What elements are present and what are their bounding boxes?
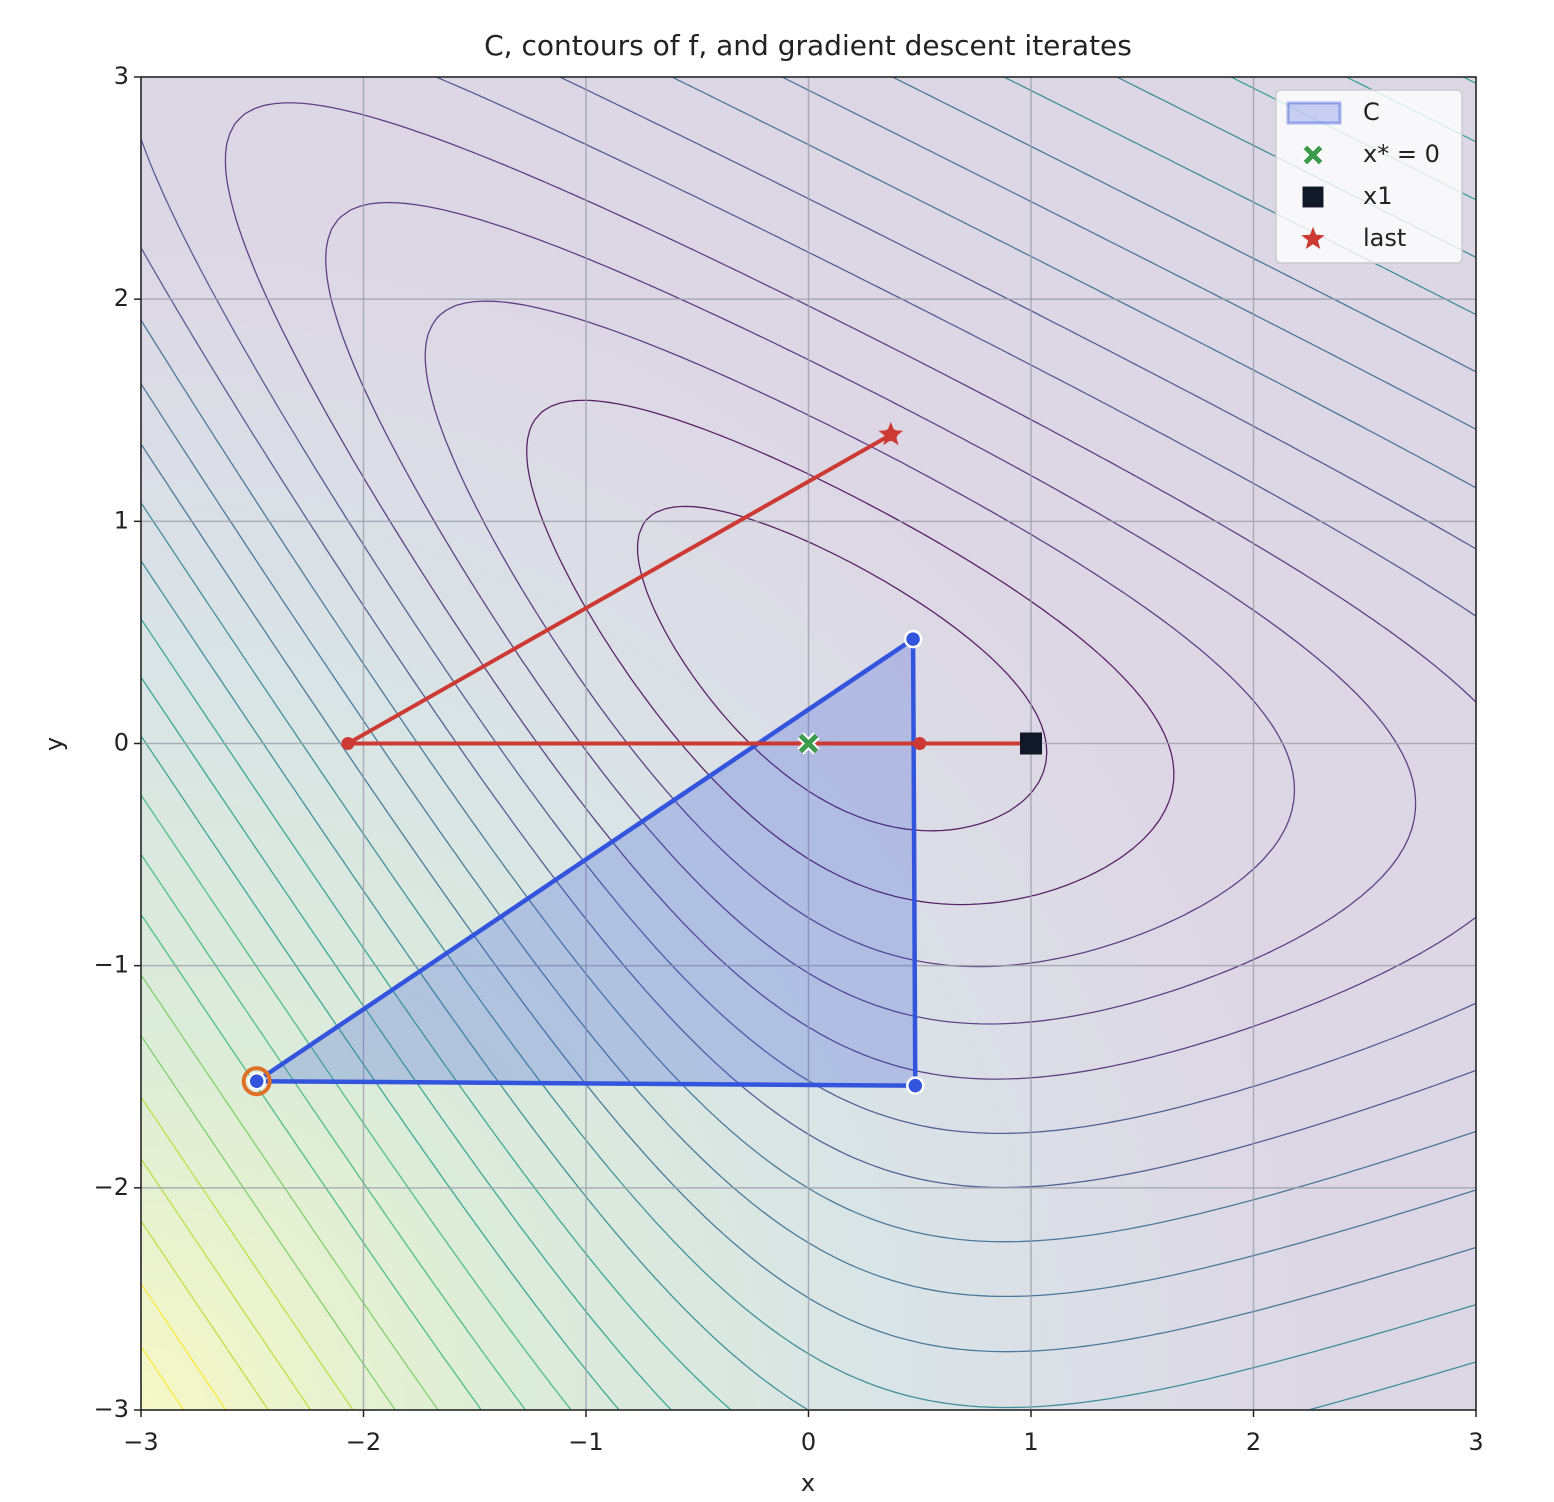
marker-star: [878, 421, 904, 446]
legend-label: C: [1363, 98, 1380, 126]
contour-line: [141, 77, 1476, 1243]
region-vertex: [906, 1076, 925, 1095]
region-vertex: [903, 629, 923, 649]
x-tick-label: 3: [1468, 1428, 1483, 1456]
contour-line: [526, 399, 1175, 906]
marker-x: [797, 732, 820, 755]
contour-line: [141, 1035, 396, 1410]
marker-square: [1302, 186, 1324, 208]
contour-line: [141, 974, 439, 1410]
legend-label: last: [1363, 224, 1406, 252]
plot-layer: −3 −2 −1 0 1 2 3 −3 −2 −1 0 1 2 3: [94, 62, 1484, 1456]
contour-line: [636, 505, 1048, 832]
y-tick-label: 0: [114, 729, 129, 757]
contour-line: [141, 77, 1476, 1135]
y-tick-label: 1: [114, 506, 129, 534]
marker-square: [1020, 732, 1042, 755]
contour-line: [141, 1096, 354, 1410]
x-axis-label: x: [801, 1469, 815, 1497]
x-tick-label: 1: [1023, 1428, 1038, 1456]
contour-line: [224, 102, 1476, 1080]
legend-label: x1: [1363, 182, 1392, 210]
contour-line: [141, 1346, 185, 1410]
contour-line: [141, 854, 527, 1410]
x-tick-label: −2: [346, 1428, 381, 1456]
y-axis-label: y: [40, 737, 68, 751]
iterate-point: [341, 737, 355, 750]
iterate-point: [913, 737, 927, 750]
y-tick-label: 3: [114, 62, 129, 90]
marker-x: [1302, 144, 1324, 166]
legend-patch: [1286, 101, 1342, 125]
x-tick-label: 0: [801, 1428, 816, 1456]
region-c: [254, 636, 918, 1088]
plot-frame: [140, 76, 1477, 1411]
contour-line: [141, 1220, 269, 1410]
contour-line: [141, 77, 1476, 1353]
highlight-ring: [241, 1066, 272, 1097]
contour-line: [141, 1283, 227, 1410]
contour-line: [141, 77, 1476, 1410]
chart-title: C, contours of f, and gradient descent i…: [484, 29, 1132, 62]
descent-path: [340, 432, 1031, 746]
contour-line: [141, 1158, 312, 1410]
y-tick-label: −2: [94, 1173, 129, 1201]
region-vertex: [247, 1071, 266, 1091]
contour-line: [141, 77, 1476, 1189]
marker-x-body: [798, 733, 819, 754]
contour-line: [141, 77, 1476, 1409]
y-tick-label: −3: [94, 1395, 129, 1423]
contour-line: [141, 77, 1476, 1410]
legend: Cx* = 0 x1 last: [1275, 89, 1463, 264]
marker-star: [1301, 226, 1325, 249]
y-tick-label: −1: [94, 951, 129, 979]
y-tick-label: 2: [114, 284, 129, 312]
x-tick-label: −3: [123, 1428, 158, 1456]
contour-line: [141, 794, 572, 1410]
contour-line: [141, 77, 1476, 1298]
legend-box: [1275, 89, 1463, 264]
x-tick-label: 2: [1246, 1428, 1261, 1456]
marker-x-body: [1303, 145, 1323, 165]
legend-label: x* = 0: [1363, 140, 1440, 168]
x-tick-label: −1: [568, 1428, 603, 1456]
